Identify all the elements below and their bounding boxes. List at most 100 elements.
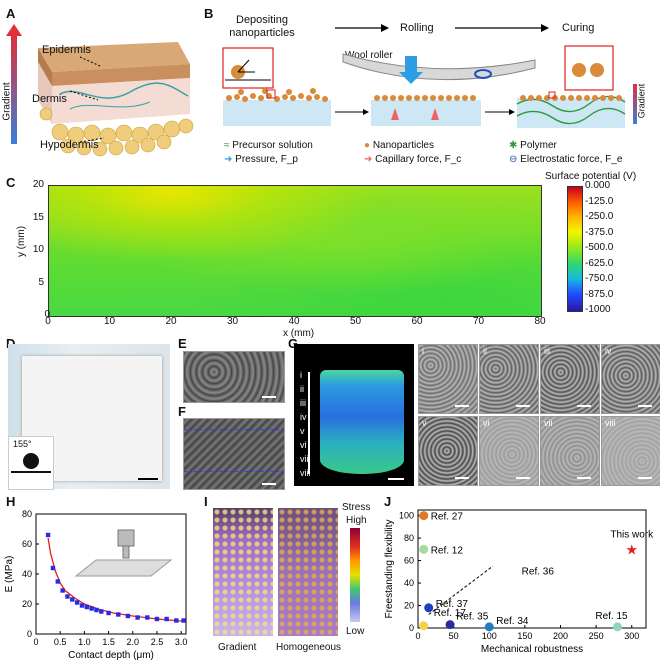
c-ytick: 15 [32, 211, 44, 223]
ct-cylinder [320, 370, 404, 474]
j-xtick: 100 [482, 631, 497, 641]
panel-label-a: A [6, 6, 16, 21]
j-xtick: 0 [415, 631, 420, 641]
hypodermis-fat-cells [39, 107, 194, 157]
ct-reconstruction [294, 344, 414, 486]
c-xtick: 0 [45, 316, 51, 327]
j-ylabel: Freestanding flexibility [384, 520, 395, 619]
label-homogeneous: Homogeneous [276, 642, 342, 653]
colorbar [567, 186, 583, 312]
data-point [116, 612, 121, 617]
legend-precursor: Precursor solution [232, 140, 313, 151]
point-label: Ref. 36 [522, 566, 555, 577]
ct-layer-label: ii [300, 384, 304, 394]
data-point [65, 594, 70, 599]
gradient-arrow-icon [6, 24, 22, 36]
ref-point [419, 511, 429, 521]
panel-label-h: H [6, 494, 16, 509]
electrostatic-icon [474, 69, 492, 79]
data-point [79, 603, 85, 608]
h-ytick: 80 [22, 509, 32, 519]
c-xtick: 80 [534, 316, 546, 327]
ct-layer-label: v [300, 426, 305, 436]
sem-image-layer: v [418, 416, 478, 486]
sem-image-layer: iii [540, 344, 600, 414]
sem-image-layer: vi [479, 416, 539, 486]
h-ylabel: E (MPa) [4, 556, 15, 593]
surface-potential-map [48, 185, 542, 317]
fabrication-schematic [222, 24, 637, 128]
capillary-arrow-icon [391, 108, 399, 120]
sem-layer-roman: iii [544, 346, 550, 356]
legend-electrostatic: Electrostatic force, F_e [520, 154, 623, 165]
data-point [135, 615, 140, 620]
scale-bar [577, 405, 591, 407]
colorbar-tick: -625.0 [585, 257, 614, 269]
nanoparticle-icon: ● [364, 140, 371, 151]
ct-layer-label: vi [300, 440, 307, 450]
h-xtick: 2.5 [151, 637, 164, 647]
colorbar-tick: -750.0 [585, 273, 614, 284]
j-ytick: 0 [409, 623, 414, 633]
panel-label-d: D [6, 336, 15, 351]
h-ytick: 0 [27, 629, 32, 639]
panel-label-b: B [204, 6, 214, 21]
h-xtick: 3.0 [175, 637, 188, 647]
sem-layer-roman: v [422, 418, 427, 428]
c-ytick: 10 [32, 244, 44, 255]
precursor-icon: ≈ [224, 140, 230, 151]
scale-bar [638, 405, 652, 407]
c-ytick: 5 [38, 276, 44, 288]
skin-illustration [6, 24, 194, 157]
colorbar-title: Surface potential (V) [545, 171, 637, 182]
layer-label-epidermis: Epidermis [42, 44, 91, 56]
h-xtick: 0 [33, 637, 38, 647]
j-xlabel: Mechanical robustness [481, 644, 583, 655]
h-xlabel: Contact depth (μm) [68, 650, 154, 661]
j-ytick: 80 [404, 533, 414, 543]
stress-colorbar [350, 528, 360, 622]
sem-layer-roman: ii [483, 346, 487, 356]
c-xtick: 10 [103, 316, 116, 327]
photo-film: 155° [8, 344, 170, 490]
this-work-star: ★ [625, 541, 638, 557]
j-xtick: 200 [553, 631, 568, 641]
process-arrow-icon [381, 24, 389, 32]
h-xtick: 2.0 [127, 637, 140, 647]
data-point [89, 606, 94, 611]
data-point [74, 600, 80, 605]
legend-b: ≈ Precursor solution ● Nanoparticles ✱ P… [224, 140, 623, 165]
ref-point [424, 603, 434, 613]
data-point [174, 618, 179, 623]
c-xlabel: x (mm) [283, 328, 315, 339]
data-point [164, 616, 169, 622]
indenter-icon [74, 529, 173, 577]
stress-title: Stress [342, 502, 371, 513]
sem-image-e [183, 351, 285, 403]
contact-angle-inset [222, 47, 274, 89]
data-point [145, 615, 150, 620]
gradient-bar-a [11, 34, 17, 144]
legend-capillary: Capillary force, F_c [375, 154, 462, 165]
j-ytick: 20 [404, 601, 414, 611]
droplet-icon [23, 453, 39, 469]
chart-modulus-vs-depth: 0 0.5 1.0 1.5 2.0 2.5 3.0 0 20 40 60 80 Contact dept… [4, 509, 188, 661]
wool-roller [342, 53, 536, 81]
chart-j-axes [417, 509, 647, 629]
data-point [106, 610, 111, 616]
h-ytick: 60 [22, 539, 32, 549]
panel-label-j: J [384, 494, 392, 509]
data-point [70, 597, 75, 602]
data-point [181, 618, 186, 623]
data-point [154, 616, 160, 622]
data-point [99, 609, 104, 614]
c-xtick: 70 [472, 316, 485, 327]
ref-point [419, 544, 429, 554]
sem-image-f [183, 418, 285, 490]
sem-layer-roman: vii [544, 418, 553, 428]
sem-image-layer: iv [601, 344, 660, 414]
data-point [125, 613, 131, 619]
h-ytick: 20 [22, 599, 32, 609]
panel-label-c: C [6, 175, 16, 190]
layer-label-hypodermis: Hypodermis [40, 139, 99, 151]
